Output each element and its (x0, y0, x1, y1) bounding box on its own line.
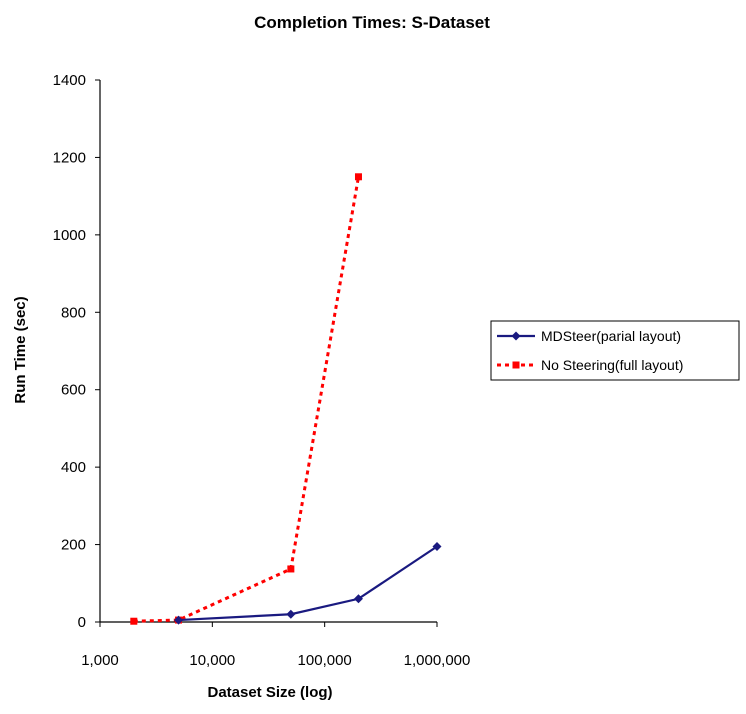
y-tick-label: 600 (61, 382, 86, 399)
legend: MDSteer(parial layout) No Steering(full … (490, 320, 740, 381)
legend-label-mdsteer: MDSteer(parial layout) (541, 328, 681, 344)
y-tick-label: 1400 (53, 72, 86, 89)
data-point-mdsteer (286, 609, 296, 619)
y-tick-label: 200 (61, 537, 86, 554)
chart-title: Completion Times: S-Dataset (254, 13, 490, 32)
series-mdsteer (174, 542, 442, 625)
legend-marker-no-steering (512, 361, 520, 369)
data-point-mdsteer (432, 542, 442, 552)
x-tick-label: 1,000 (81, 652, 119, 669)
legend-marker-mdsteer (511, 331, 521, 341)
data-point-no-steering (354, 173, 362, 181)
series-no-steering (130, 173, 362, 625)
data-point-mdsteer (353, 594, 363, 604)
legend-box (490, 320, 740, 381)
y-tick-label: 400 (61, 459, 86, 476)
y-axis-title: Run Time (sec) (12, 296, 29, 403)
x-axis-title: Dataset Size (log) (207, 684, 332, 701)
data-point-no-steering (287, 565, 295, 573)
data-point-no-steering (130, 617, 138, 625)
y-tick-label: 0 (78, 614, 86, 631)
x-tick-label: 1,000,000 (404, 652, 471, 669)
series-line-no-steering (133, 176, 360, 623)
series (130, 173, 442, 625)
legend-label-no-steering: No Steering(full layout) (541, 357, 683, 373)
x-tick-label: 100,000 (298, 652, 352, 669)
axes (99, 80, 437, 623)
legend-marker-shape (511, 331, 521, 341)
x-tick-label: 10,000 (189, 652, 235, 669)
y-axis-title-group: Run Time (sec) (12, 296, 29, 403)
data-point-mdsteer (174, 615, 184, 625)
y-tick-label: 800 (61, 304, 86, 321)
y-tick-label: 1200 (53, 149, 86, 166)
legend-marker-shape (512, 361, 520, 369)
ticks: 0 200 400 600 800 1000 1200 1400 1,000 10,000 100,… (53, 72, 471, 669)
series-line-mdsteer (178, 545, 438, 622)
y-tick-label: 1000 (53, 227, 86, 244)
